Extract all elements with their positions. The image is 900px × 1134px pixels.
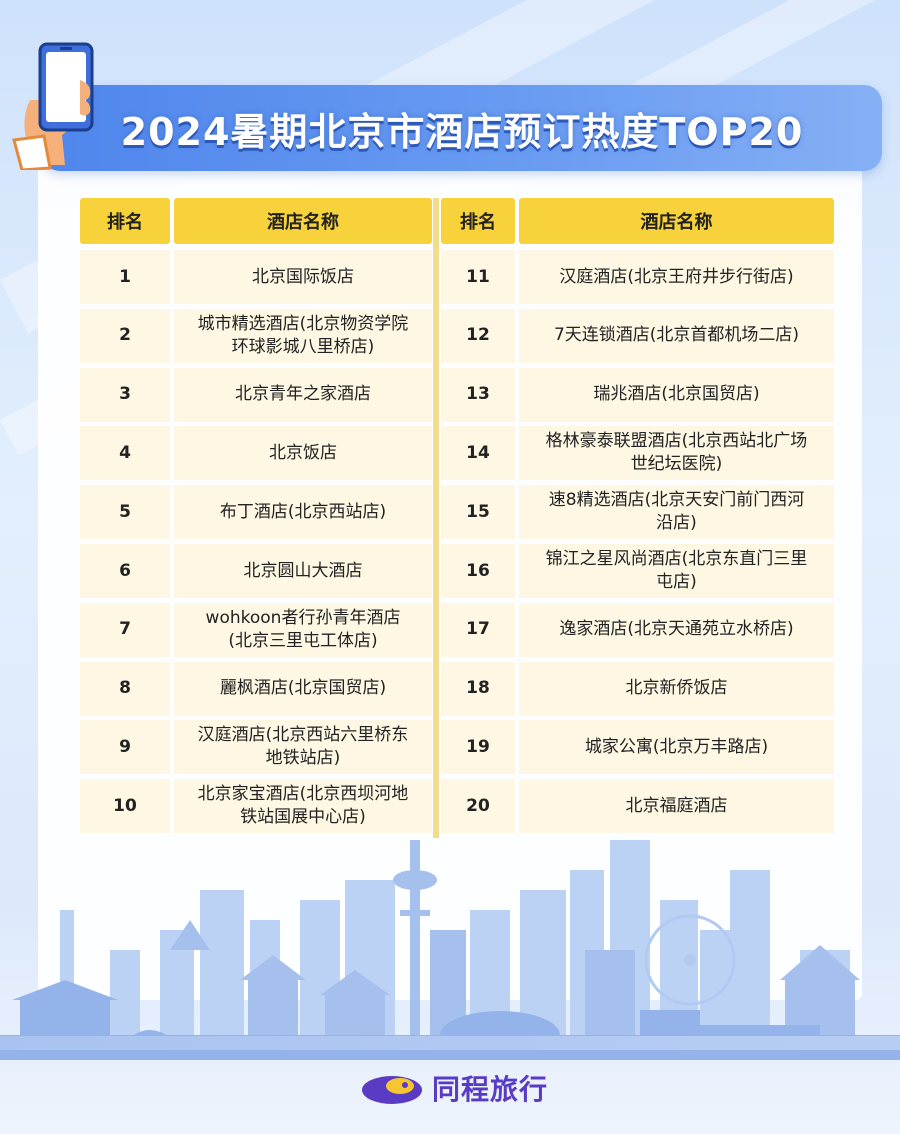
rank-cell: 15 xyxy=(441,485,515,540)
hotel-name-cell: 汉庭酒店(北京西站六里桥东地铁站店) xyxy=(174,720,432,775)
rank-cell: 7 xyxy=(80,602,170,657)
rank-cell: 12 xyxy=(441,308,515,363)
brand-logo-icon xyxy=(362,1076,422,1104)
rank-cell: 5 xyxy=(80,485,170,540)
rank-cell: 1 xyxy=(80,250,170,304)
rank-cell: 19 xyxy=(441,720,515,775)
rank-cell: 9 xyxy=(80,720,170,775)
table-row: 3 北京青年之家酒店 13 瑞兆酒店(北京国贸店) xyxy=(80,367,834,422)
hotel-name-cell: 逸家酒店(北京天通苑立水桥店) xyxy=(519,602,834,657)
table-row: 5 布丁酒店(北京西站店) 15 速8精选酒店(北京天安门前门西河沿店) xyxy=(80,485,834,540)
brand-footer: 同程旅行 xyxy=(360,1066,548,1110)
rank-cell: 14 xyxy=(441,426,515,481)
hotel-name-cell: 北京圆山大酒店 xyxy=(174,544,432,598)
header-hotel-name-right: 酒店名称 xyxy=(519,198,834,244)
table-row: 8 麗枫酒店(北京国贸店) 18 北京新侨饭店 xyxy=(80,661,834,716)
table-row: 7 wohkoon者行孙青年酒店(北京三里屯工体店) 17 逸家酒店(北京天通苑立水桥… xyxy=(80,602,834,657)
rank-cell: 6 xyxy=(80,544,170,598)
hotel-name-cell: 北京新侨饭店 xyxy=(519,661,834,716)
rank-cell: 18 xyxy=(441,661,515,716)
hotel-name-cell: 瑞兆酒店(北京国贸店) xyxy=(519,367,834,422)
header-rank-right: 排名 xyxy=(441,198,515,244)
hotel-name-cell: 麗枫酒店(北京国贸店) xyxy=(174,661,432,716)
hotel-name-cell: 北京青年之家酒店 xyxy=(174,367,432,422)
table-row: 2 城市精选酒店(北京物资学院环球影城八里桥店) 12 7天连锁酒店(北京首都机场二店… xyxy=(80,308,834,363)
table-row: 1 北京国际饭店 11 汉庭酒店(北京王府井步行街店) xyxy=(80,250,834,304)
hotel-name-cell: 北京国际饭店 xyxy=(174,250,432,304)
hotel-name-cell: 北京饭店 xyxy=(174,426,432,481)
table-row: 10 北京家宝酒店(北京西坝河地铁站国展中心店) 20 北京福庭酒店 xyxy=(80,779,834,834)
rank-cell: 20 xyxy=(441,779,515,834)
hotel-name-cell: 布丁酒店(北京西站店) xyxy=(174,485,432,540)
rank-cell: 17 xyxy=(441,602,515,657)
rank-cell: 3 xyxy=(80,367,170,422)
hotel-name-cell: wohkoon者行孙青年酒店(北京三里屯工体店) xyxy=(174,602,432,657)
hotel-name-cell: 北京福庭酒店 xyxy=(519,779,834,834)
hotel-name-cell: 7天连锁酒店(北京首都机场二店) xyxy=(519,308,834,363)
column-divider xyxy=(433,198,439,838)
ground-strip xyxy=(0,1036,900,1050)
rank-cell: 10 xyxy=(80,779,170,834)
hotel-name-cell: 锦江之星风尚酒店(北京东直门三里屯店) xyxy=(519,544,834,598)
table-row: 9 汉庭酒店(北京西站六里桥东地铁站店) 19 城家公寓(北京万丰路店) xyxy=(80,720,834,775)
rank-cell: 16 xyxy=(441,544,515,598)
hotel-name-cell: 北京家宝酒店(北京西坝河地铁站国展中心店) xyxy=(174,779,432,834)
table-row: 6 北京圆山大酒店 16 锦江之星风尚酒店(北京东直门三里屯店) xyxy=(80,544,834,598)
rank-cell: 13 xyxy=(441,367,515,422)
page-title: 2024暑期北京市酒店预订热度TOP20 xyxy=(120,109,804,154)
phone-in-hand-icon xyxy=(12,42,94,170)
hotel-name-cell: 汉庭酒店(北京王府井步行街店) xyxy=(519,250,834,304)
hotel-name-cell: 城市精选酒店(北京物资学院环球影城八里桥店) xyxy=(174,308,432,363)
hotel-name-cell: 格林豪泰联盟酒店(北京西站北广场世纪坛医院) xyxy=(519,426,834,481)
hotel-name-cell: 城家公寓(北京万丰路店) xyxy=(519,720,834,775)
header-rank-left: 排名 xyxy=(80,198,170,244)
rank-cell: 4 xyxy=(80,426,170,481)
beijing-skyline-illustration xyxy=(0,840,900,1060)
title-banner xyxy=(42,85,882,171)
header-hotel-name-left: 酒店名称 xyxy=(174,198,432,244)
table-row: 4 北京饭店 14 格林豪泰联盟酒店(北京西站北广场世纪坛医院) xyxy=(80,426,834,481)
hotel-name-cell: 速8精选酒店(北京天安门前门西河沿店) xyxy=(519,485,834,540)
brand-name: 同程旅行 xyxy=(432,1073,549,1106)
rank-cell: 8 xyxy=(80,661,170,716)
rank-cell: 11 xyxy=(441,250,515,304)
rank-cell: 2 xyxy=(80,308,170,363)
